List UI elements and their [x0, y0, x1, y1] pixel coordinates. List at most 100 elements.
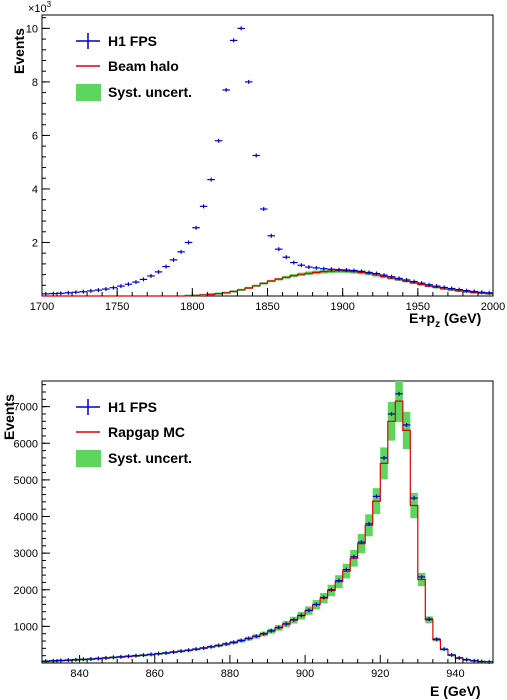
data-point	[290, 617, 298, 622]
data-point	[49, 658, 58, 663]
bottom-legend-item-model: Rapgap MC	[76, 424, 185, 440]
data-point	[222, 641, 230, 646]
top-legend-item-model: Beam halo	[76, 58, 179, 74]
data-point	[207, 644, 215, 649]
data-point	[169, 650, 178, 655]
data-point	[252, 634, 260, 639]
data-point	[462, 657, 471, 662]
data-point	[305, 265, 313, 270]
data-point	[417, 574, 426, 579]
top-data-points	[42, 26, 493, 296]
data-point	[199, 645, 208, 650]
data-point	[380, 455, 388, 460]
data-point	[425, 617, 433, 622]
data-point	[177, 249, 185, 254]
data-point	[387, 274, 396, 279]
data-point	[222, 87, 230, 92]
y-tick-label: 6000	[14, 438, 38, 450]
y-tick-label: 8	[32, 77, 38, 89]
data-point	[244, 636, 253, 641]
x-tick-label: 840	[70, 668, 88, 680]
bottom-legend-item-band: Syst. uncert.	[76, 450, 192, 467]
data-point	[477, 290, 486, 295]
data-point	[87, 656, 95, 661]
x-tick-label: 1700	[30, 301, 54, 313]
x-tick-label: 860	[146, 668, 164, 680]
top-x-axis-label: E+pz (GeV)	[409, 310, 481, 330]
data-point	[57, 291, 65, 296]
data-point	[132, 653, 140, 658]
data-point	[139, 277, 148, 282]
data-point	[350, 554, 358, 559]
data-point	[275, 247, 283, 252]
x-tick-label: 880	[221, 668, 239, 680]
data-point	[192, 225, 200, 230]
data-point	[259, 631, 268, 636]
data-point	[410, 496, 418, 501]
data-point	[87, 288, 95, 293]
x-tick-label: 1850	[255, 301, 279, 313]
data-point	[395, 391, 403, 396]
data-point	[485, 659, 493, 664]
data-point	[42, 291, 50, 296]
data-point	[229, 640, 238, 645]
bottom-y-ticks: 1000 2000 3000 4000 5000 6000 7000	[14, 384, 50, 657]
data-point	[462, 288, 471, 293]
data-point	[455, 655, 463, 660]
data-point	[387, 411, 396, 416]
data-point	[147, 273, 155, 278]
x-tick-label: 1950	[406, 301, 430, 313]
data-point	[320, 266, 328, 271]
data-point	[124, 654, 133, 659]
bottom-legend-item-data: H1 FPS	[76, 399, 157, 415]
data-point	[79, 657, 88, 662]
data-point	[154, 651, 163, 656]
data-point	[440, 285, 448, 290]
data-point	[380, 273, 388, 278]
y-tick-label: 10	[26, 23, 38, 35]
data-point	[49, 291, 58, 296]
data-point	[117, 654, 125, 659]
top-legend-label-band: Syst. uncert.	[108, 84, 192, 100]
data-point	[327, 587, 336, 592]
data-point	[402, 277, 411, 282]
bottom-legend-label-band: Syst. uncert.	[108, 450, 192, 466]
x-tick-label: 940	[446, 668, 464, 680]
data-point	[455, 287, 463, 292]
data-point	[470, 289, 478, 294]
data-point	[267, 628, 276, 633]
bottom-legend-label-data: H1 FPS	[108, 399, 157, 415]
data-point	[237, 638, 245, 643]
data-point	[162, 650, 170, 655]
data-point	[282, 621, 291, 626]
top-legend-item-band: Syst. uncert.	[76, 84, 192, 101]
data-point	[297, 263, 306, 268]
data-point	[169, 257, 178, 262]
data-point	[365, 521, 373, 526]
x-tick-label: 2000	[481, 301, 505, 313]
data-point	[117, 284, 125, 289]
data-point	[342, 268, 351, 273]
data-point	[342, 567, 351, 572]
x-tick-label: 920	[371, 668, 389, 680]
data-point	[365, 270, 373, 275]
bottom-x-ticks: 840 860 880 900 920 940	[41, 655, 494, 680]
data-point	[102, 287, 110, 292]
data-point	[79, 289, 88, 294]
top-y-axis-label: Events	[11, 28, 27, 74]
y-tick-label: 7000	[14, 402, 38, 414]
data-point	[72, 657, 80, 662]
data-point	[290, 260, 298, 265]
data-point	[402, 422, 411, 427]
bottom-legend-label-model: Rapgap MC	[108, 424, 185, 440]
legend-band-swatch	[76, 450, 101, 467]
data-point	[177, 649, 185, 654]
data-point	[335, 267, 343, 272]
data-point	[477, 659, 486, 664]
data-point	[470, 658, 478, 663]
top-y-ticks: 2 4 6 8 10	[26, 17, 50, 286]
data-point	[214, 138, 223, 143]
y-tick-label: 3000	[14, 548, 38, 560]
data-point	[94, 656, 103, 661]
data-point	[147, 652, 155, 657]
